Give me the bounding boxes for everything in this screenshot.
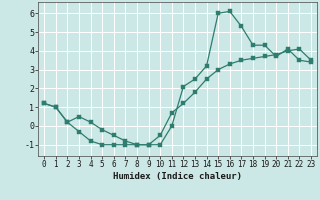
X-axis label: Humidex (Indice chaleur): Humidex (Indice chaleur) [113, 172, 242, 181]
